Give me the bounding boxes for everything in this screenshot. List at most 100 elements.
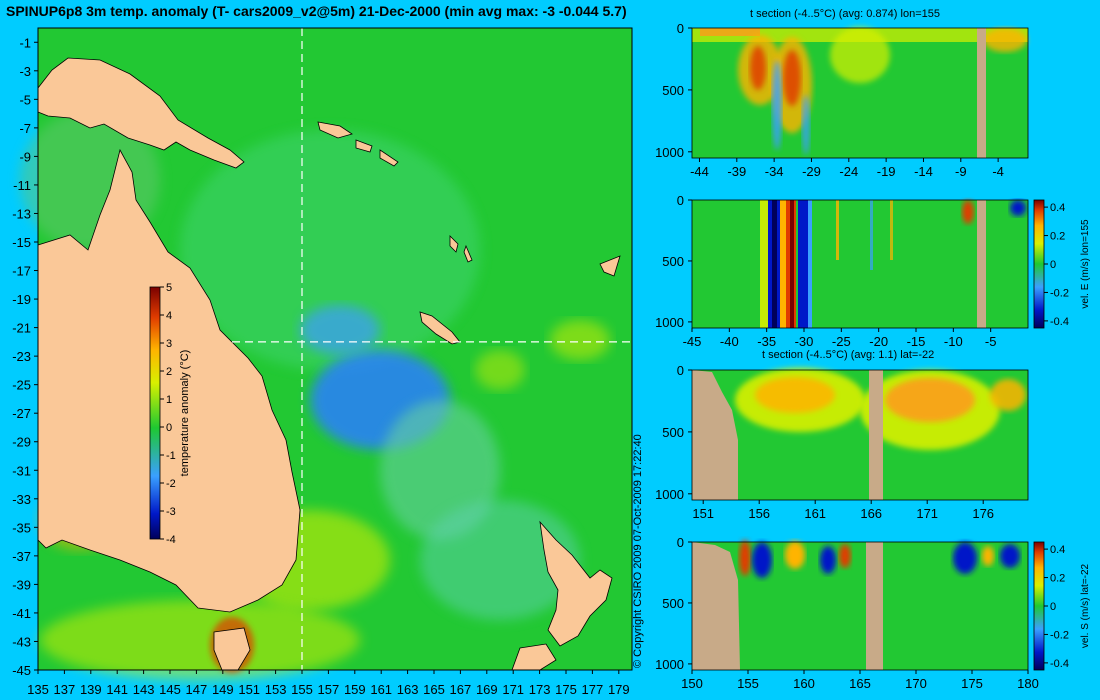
vel-colorbar-tick-label: -0.2 bbox=[1050, 287, 1069, 299]
t-section-lat-panel: 151 156 161 166 171 176 0 500 1000 bbox=[655, 363, 1029, 521]
section-x-tick-label: 166 bbox=[860, 506, 882, 521]
vel-colorbar-tick-label: 0 bbox=[1050, 601, 1056, 613]
t-section-lat-title: t section (-4..5°C) (avg: 1.1) lat=-22 bbox=[762, 349, 935, 361]
section-x-tick-label: -39 bbox=[727, 164, 746, 179]
t-section-lon-panel: -44 -39 -34 -29 -24 -19 -14 -9 -4 0 500 1000 bbox=[655, 21, 1029, 179]
map-y-tick-label: -27 bbox=[12, 406, 31, 421]
map-x-tick-label: 169 bbox=[476, 682, 498, 697]
colorbar-tick-label: 0 bbox=[166, 422, 172, 434]
vel-colorbar-tick-label: 0.4 bbox=[1050, 202, 1065, 214]
map-y-tick-label: -1 bbox=[19, 35, 31, 50]
t-section-lon-title: t section (-4..5°C) (avg: 0.874) lon=155 bbox=[750, 8, 940, 20]
map-x-tick-label: 171 bbox=[502, 682, 524, 697]
temperature-colorbar: 5 4 3 2 1 0 -1 -2 -3 -4 temperature anomaly (°C) bbox=[149, 282, 191, 546]
section-y-tick-label: 1000 bbox=[655, 487, 684, 502]
section-x-tick-label: -20 bbox=[869, 334, 888, 349]
map-y-tick-label: -43 bbox=[12, 634, 31, 649]
section-x-tick-label: -44 bbox=[690, 164, 709, 179]
section-x-tick-label: -45 bbox=[683, 334, 702, 349]
section-x-tick-label: 161 bbox=[804, 506, 826, 521]
section-x-tick-label: -25 bbox=[832, 334, 851, 349]
section-lines bbox=[232, 28, 632, 670]
section-x-tick-label: 175 bbox=[961, 676, 983, 691]
map-y-tick-label: -29 bbox=[12, 435, 31, 450]
colorbar-tick-label: -3 bbox=[166, 506, 176, 518]
vel-colorbar-tick-label: 0.4 bbox=[1050, 544, 1065, 556]
section-x-tick-label: -10 bbox=[944, 334, 963, 349]
section-x-tick-label: 171 bbox=[916, 506, 938, 521]
map-x-tick-label: 175 bbox=[555, 682, 577, 697]
section-x-tick-label: -34 bbox=[765, 164, 784, 179]
map-x-tick-label: 165 bbox=[423, 682, 445, 697]
map-x-tick-label: 145 bbox=[159, 682, 181, 697]
section-y-tick-label: 0 bbox=[677, 21, 684, 36]
map-y-tick-label: -9 bbox=[19, 149, 31, 164]
figure-title: SPINUP6p8 3m temp. anomaly (T- cars2009_… bbox=[6, 3, 627, 19]
section-y-tick-label: 0 bbox=[677, 535, 684, 550]
section-y-tick-label: 500 bbox=[662, 83, 684, 98]
map-y-tick-label: -17 bbox=[12, 264, 31, 279]
colorbar-tick-label: 4 bbox=[166, 310, 172, 322]
section-x-tick-label: -14 bbox=[914, 164, 933, 179]
map-x-tick-label: 155 bbox=[291, 682, 313, 697]
map-y-tick-label: -19 bbox=[12, 292, 31, 307]
vel-s-colorbar bbox=[1033, 541, 1045, 671]
map-y-tick-label: -39 bbox=[12, 577, 31, 592]
colorbar-tick-label: -2 bbox=[166, 478, 176, 490]
map-y-tick-label: -7 bbox=[19, 121, 31, 136]
section-y-tick-label: 500 bbox=[662, 254, 684, 269]
colorbar-tick-label: 1 bbox=[166, 394, 172, 406]
section-x-tick-label: -24 bbox=[839, 164, 858, 179]
section-x-tick-label: -40 bbox=[720, 334, 739, 349]
section-x-tick-label: -30 bbox=[795, 334, 814, 349]
section-x-tick-label: 151 bbox=[692, 506, 714, 521]
vel-e-section-panel: -45 -40 -35 -30 -25 -20 -15 -10 -5 0 500 1000 0.4 0.… bbox=[655, 193, 1091, 349]
map-y-tick-label: -31 bbox=[12, 463, 31, 478]
map-y-tick-label: -35 bbox=[12, 520, 31, 535]
map-x-tick-label: 153 bbox=[265, 682, 287, 697]
section-x-tick-label: 155 bbox=[737, 676, 759, 691]
temperature-colorbar-gradient bbox=[149, 286, 161, 540]
map-y-tick-label: -37 bbox=[12, 549, 31, 564]
temperature-colorbar-label: temperature anomaly (°C) bbox=[179, 350, 191, 477]
vel-colorbar-tick-label: 0.2 bbox=[1050, 231, 1065, 243]
map-x-tick-label: 157 bbox=[318, 682, 340, 697]
land-australia bbox=[37, 148, 301, 613]
section-x-tick-label: -19 bbox=[877, 164, 896, 179]
colorbar-tick-label: 5 bbox=[166, 282, 172, 294]
map-x-tick-label: 167 bbox=[450, 682, 472, 697]
section-y-tick-label: 500 bbox=[662, 596, 684, 611]
map-y-tick-label: -25 bbox=[12, 378, 31, 393]
map-panel: -1-3-5-7-9-11-13-15-17-19-21-23-25-27-29… bbox=[12, 27, 633, 697]
map-y-tick-label: -15 bbox=[12, 235, 31, 250]
map-y-tick-label: -21 bbox=[12, 321, 31, 336]
vel-e-colorbar bbox=[1033, 199, 1045, 329]
section-x-tick-label: -4 bbox=[992, 164, 1004, 179]
section-x-tick-label: 176 bbox=[972, 506, 994, 521]
map-land bbox=[37, 57, 621, 671]
section-x-tick-label: 180 bbox=[1017, 676, 1039, 691]
vel-e-colorbar-label: vel. E (m/s) lon=155 bbox=[1080, 219, 1091, 309]
section-y-tick-label: 0 bbox=[677, 193, 684, 208]
section-x-tick-label: 165 bbox=[849, 676, 871, 691]
map-y-tick-label: -23 bbox=[12, 349, 31, 364]
vel-s-section-panel: 150 155 160 165 170 175 180 0 500 1000 0.4 0.2 0 -0.… bbox=[655, 535, 1091, 691]
land-new-zealand bbox=[539, 520, 613, 647]
section-x-tick-label: -35 bbox=[757, 334, 776, 349]
section-y-tick-label: 500 bbox=[662, 425, 684, 440]
map-x-tick-label: 159 bbox=[344, 682, 366, 697]
map-y-axis: -1 -3 -5 -7 -9 -11 -13 -15 -17 -19 -21 -23 -25 -27 -29… bbox=[12, 35, 38, 678]
map-x-tick-label: 177 bbox=[582, 682, 604, 697]
map-x-axis: 135 137 139 141 143 145 147 149 151 153 155 157 159 1… bbox=[27, 670, 630, 697]
map-x-tick-label: 173 bbox=[529, 682, 551, 697]
vel-colorbar-tick-label: -0.2 bbox=[1050, 629, 1069, 641]
map-x-tick-label: 141 bbox=[106, 682, 128, 697]
colorbar-tick-label: 2 bbox=[166, 366, 172, 378]
section-x-tick-label: -9 bbox=[955, 164, 967, 179]
map-x-tick-label: 143 bbox=[133, 682, 155, 697]
map-y-tick-label: -11 bbox=[13, 178, 31, 193]
land-new-guinea bbox=[37, 57, 245, 169]
colorbar-tick-label: 3 bbox=[166, 338, 172, 350]
section-x-tick-label: -29 bbox=[802, 164, 821, 179]
